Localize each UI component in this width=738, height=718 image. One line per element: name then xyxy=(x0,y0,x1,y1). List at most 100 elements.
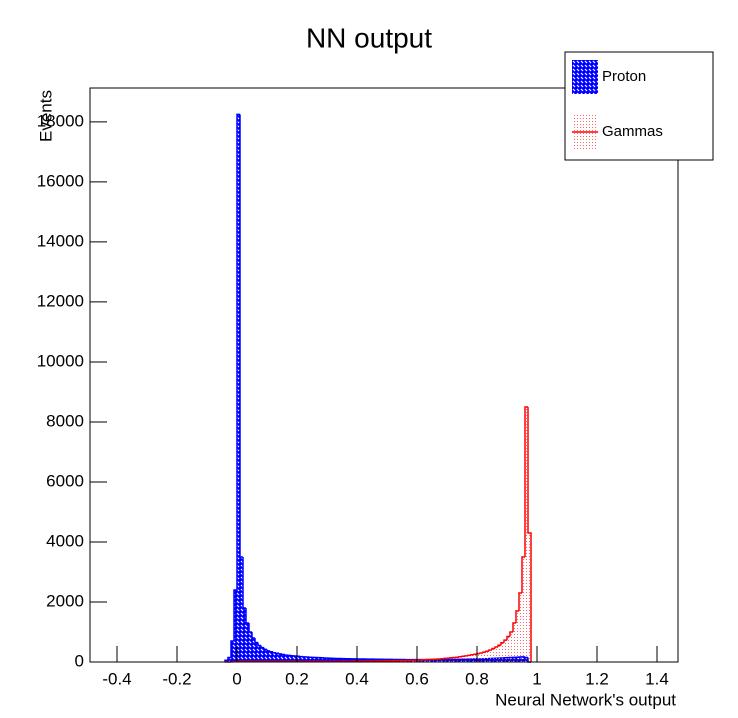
histogram-bin xyxy=(261,647,264,662)
histogram-outline xyxy=(272,651,276,654)
histogram-bin xyxy=(453,657,456,662)
histogram-outline xyxy=(236,113,240,590)
y-tick-label: 12000 xyxy=(37,291,84,310)
histogram-bin xyxy=(279,653,282,662)
histogram-outline xyxy=(239,114,243,558)
histogram-bin xyxy=(345,658,348,662)
x-tick-label: 1.2 xyxy=(585,669,609,688)
y-tick-label: 6000 xyxy=(46,471,84,490)
histogram-outline xyxy=(227,656,231,661)
histogram-bin xyxy=(426,659,429,662)
histogram-outline xyxy=(491,647,495,650)
histogram-bin xyxy=(321,657,324,662)
histogram-bin xyxy=(255,642,258,662)
x-tick-label: 0 xyxy=(232,669,241,688)
histogram-bin xyxy=(246,622,249,662)
y-tick-label: 4000 xyxy=(46,531,84,550)
histogram-bin xyxy=(303,656,306,662)
histogram-outline xyxy=(263,647,267,651)
histogram-outline xyxy=(521,556,525,593)
y-tick-label: 0 xyxy=(75,651,84,670)
legend-swatch xyxy=(572,60,598,94)
histogram-outline xyxy=(248,622,252,633)
histogram-outline xyxy=(482,651,486,653)
histogram-outline xyxy=(485,650,489,653)
histogram-outline xyxy=(260,645,264,649)
histogram-bin xyxy=(273,652,276,662)
histogram-bin xyxy=(408,660,411,662)
histogram-outline xyxy=(509,631,513,637)
histogram-outline xyxy=(275,652,279,655)
histogram-bin xyxy=(525,406,528,662)
histogram-bin xyxy=(483,652,486,662)
histogram-outline xyxy=(515,610,519,623)
x-axis-label: Neural Network's output xyxy=(495,690,676,709)
histogram-bin xyxy=(516,610,519,662)
x-tick-label: 1.4 xyxy=(645,669,669,688)
histogram-bin xyxy=(234,589,237,662)
x-tick-label: 0.6 xyxy=(405,669,429,688)
histogram-bin xyxy=(510,631,513,662)
histogram-outline xyxy=(497,644,501,647)
histogram-bin xyxy=(300,656,303,662)
histogram-bin xyxy=(477,653,480,662)
y-tick-label: 16000 xyxy=(37,171,84,190)
y-tick-label: 8000 xyxy=(46,411,84,430)
y-tick-label: 10000 xyxy=(37,351,84,370)
histogram-bin xyxy=(312,657,315,662)
legend-label: Proton xyxy=(602,68,646,85)
histogram-outline xyxy=(281,653,285,656)
histogram-bin xyxy=(522,556,525,662)
histogram-bin xyxy=(504,640,507,662)
histogram-outline xyxy=(494,646,498,649)
histogram-bin xyxy=(309,657,312,662)
histogram-outline xyxy=(254,637,258,644)
histogram-bin xyxy=(480,652,483,662)
histogram-bin xyxy=(444,658,447,662)
histogram-outline xyxy=(251,631,255,639)
x-tick-label: 0.2 xyxy=(285,669,309,688)
histogram-bin xyxy=(264,649,267,662)
histogram-bin xyxy=(495,646,498,662)
histogram-bin xyxy=(498,645,501,662)
histogram-bin xyxy=(315,657,318,662)
x-tick-label: -0.2 xyxy=(162,669,191,688)
histogram-bin xyxy=(492,648,495,662)
histogram-outline xyxy=(230,640,234,658)
histogram-outline xyxy=(242,556,246,609)
histogram-outline xyxy=(479,652,483,654)
histogram-bin xyxy=(471,654,474,662)
histogram-bin xyxy=(459,656,462,662)
histogram-outline xyxy=(284,654,288,656)
x-tick-label: 0.8 xyxy=(465,669,489,688)
legend-label: Gammas xyxy=(602,123,663,140)
histogram-outline xyxy=(506,635,510,641)
histogram-outline xyxy=(500,642,504,646)
histogram-bin xyxy=(438,658,441,662)
histogram-outline xyxy=(524,406,528,557)
frame xyxy=(89,87,679,663)
histogram-bin xyxy=(420,659,423,662)
histogram-bin xyxy=(267,650,270,662)
histogram-bin xyxy=(231,640,234,662)
x-tick-label: 0.4 xyxy=(345,669,369,688)
histogram-bin xyxy=(297,656,300,662)
histogram-bin xyxy=(324,657,327,662)
histogram-bin xyxy=(228,657,231,662)
histogram-bin xyxy=(465,655,468,662)
histogram-bin xyxy=(330,658,333,662)
histogram-bin xyxy=(432,659,435,662)
histogram-outline xyxy=(245,607,249,624)
histogram-outline xyxy=(503,639,507,643)
histogram-bin xyxy=(276,653,279,662)
histogram-bin xyxy=(342,658,345,662)
chart-title: NN output xyxy=(306,22,432,53)
histogram-outline xyxy=(518,592,522,611)
histogram-outline xyxy=(278,653,282,655)
histogram-outline xyxy=(266,649,270,652)
histogram-bin xyxy=(423,659,426,662)
histogram-bin xyxy=(288,655,291,662)
histogram-bin xyxy=(258,645,261,662)
histogram-bin xyxy=(240,556,243,662)
histogram-bin xyxy=(474,654,477,662)
